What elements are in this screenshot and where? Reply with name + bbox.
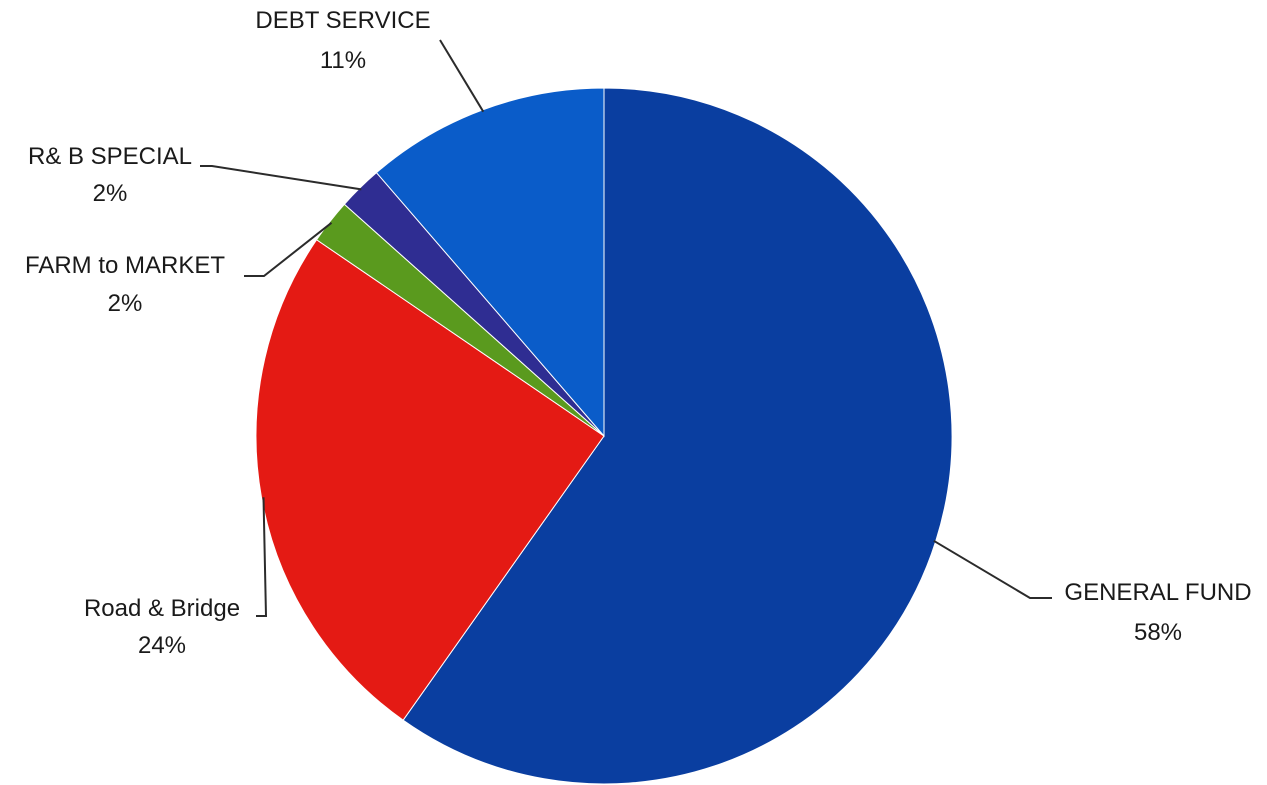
slices-layer <box>255 87 953 785</box>
label-rb-special-value: 2% <box>93 180 128 207</box>
leader-line-general-fund <box>933 539 1052 599</box>
label-debt-service-name: DEBT SERVICE <box>255 7 430 34</box>
label-farm-to-market-value: 2% <box>108 290 143 317</box>
label-general-fund-value: 58% <box>1134 619 1182 646</box>
label-debt-service-value: 11% <box>320 47 366 74</box>
leader-line-r-b-special <box>200 165 362 191</box>
label-road-bridge-name: Road & Bridge <box>84 595 240 622</box>
labels-layer: DEBT SERVICE 11% R& B SPECIAL 2% FARM to… <box>25 7 1252 659</box>
leader-line-farm-to-market <box>244 222 333 277</box>
label-general-fund-name: GENERAL FUND <box>1064 579 1251 606</box>
label-farm-to-market-name: FARM to MARKET <box>25 252 225 279</box>
pie-slice-road-bridge <box>255 239 605 721</box>
leader-line-debt-service <box>439 39 485 113</box>
leaders-layer <box>200 39 1052 617</box>
leader-line-road-bridge <box>256 497 268 617</box>
label-road-bridge-value: 24% <box>138 632 186 659</box>
label-rb-special-name: R& B SPECIAL <box>28 143 192 170</box>
